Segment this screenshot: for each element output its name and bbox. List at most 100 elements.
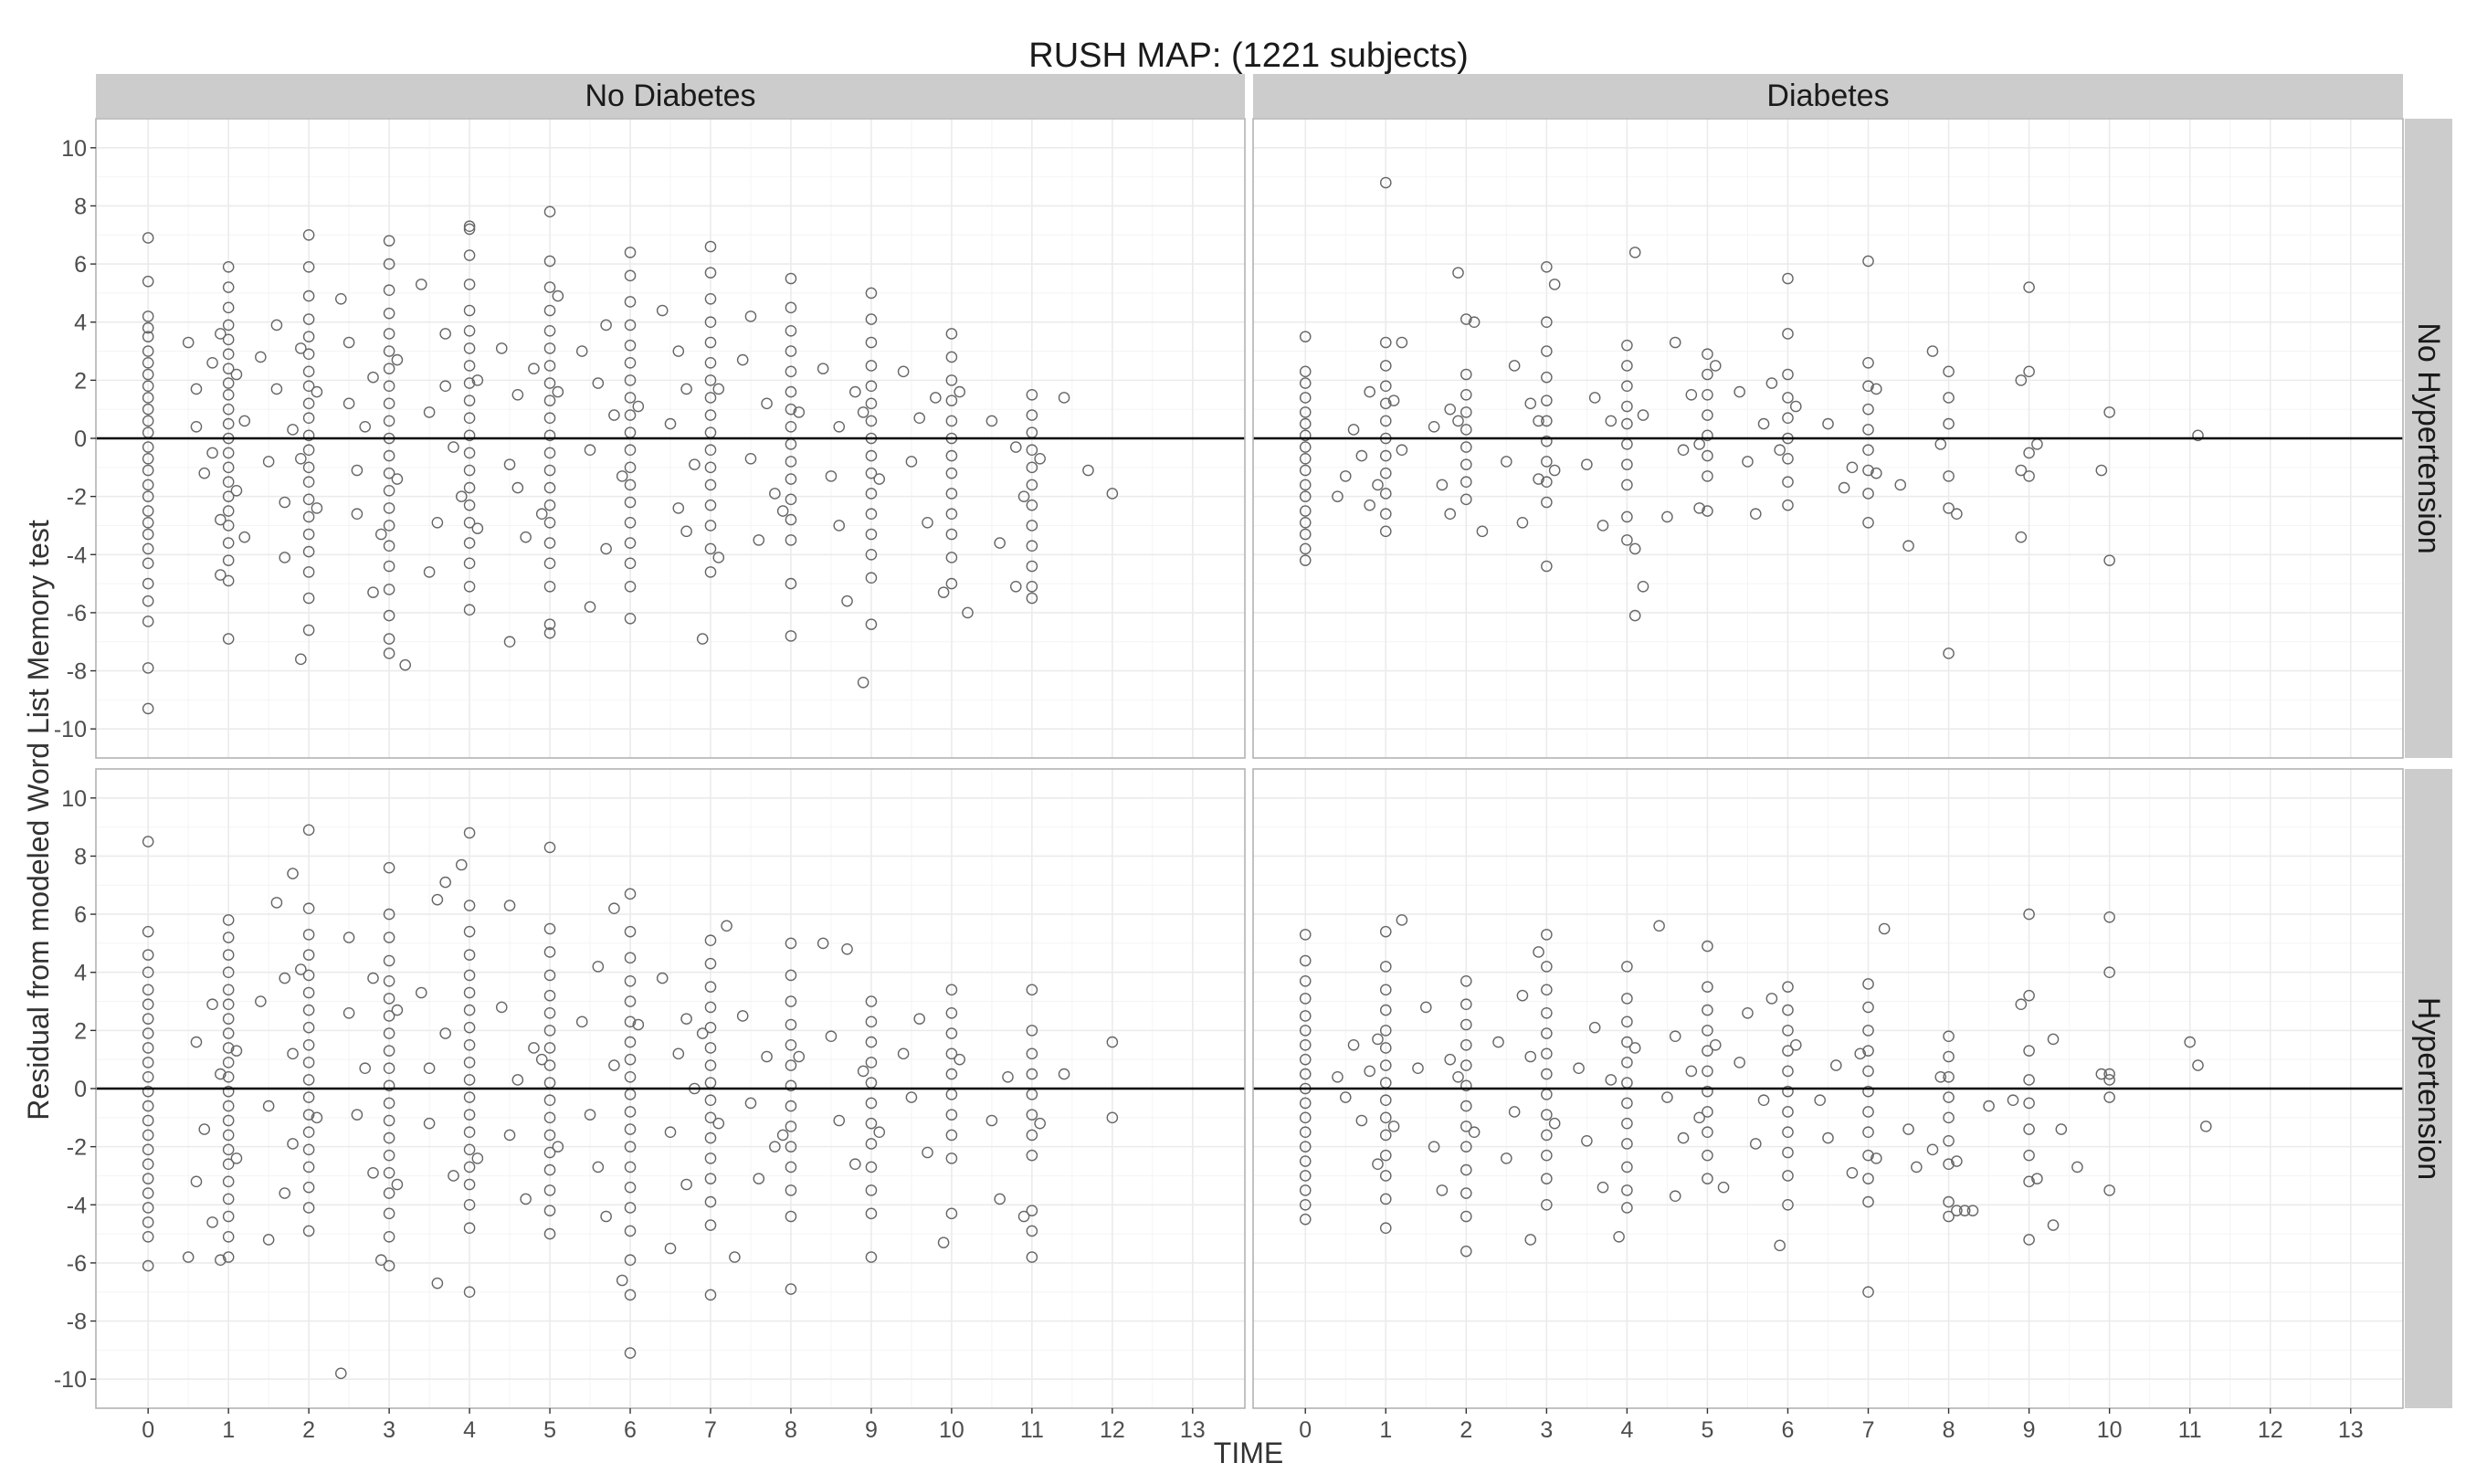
- data-point: [1516, 516, 1529, 529]
- data-point: [302, 624, 315, 637]
- data-point: [222, 537, 235, 549]
- data-point: [367, 586, 379, 598]
- data-point: [1862, 380, 1874, 393]
- data-point: [1299, 929, 1312, 941]
- panel-no-diabetes-no-hypertension: -10 -8 -6 -4 -2 0 2 4 6 8 10: [54, 118, 1246, 759]
- data-point: [689, 458, 701, 470]
- data-point: [543, 255, 556, 268]
- facet-panels: No Diabetes Diabetes No Hypertension Hypert…: [54, 74, 2452, 1443]
- data-point: [262, 1234, 275, 1246]
- data-point: [1789, 400, 1802, 413]
- data-point: [785, 1184, 797, 1196]
- data-point: [785, 365, 797, 378]
- data-point: [1524, 397, 1537, 410]
- y-tick-label: 4: [74, 310, 87, 336]
- data-point: [1862, 1195, 1874, 1208]
- x-tick-label: 2: [1460, 1417, 1472, 1443]
- data-point: [1702, 368, 1713, 381]
- data-point: [793, 1050, 806, 1063]
- data-point: [463, 447, 476, 459]
- data-point: [1653, 920, 1665, 932]
- data-point: [1541, 476, 1553, 489]
- data-point: [383, 345, 395, 357]
- data-point: [1460, 998, 1472, 1011]
- data-point: [302, 528, 315, 541]
- data-point: [785, 272, 797, 285]
- data-point: [857, 676, 869, 689]
- data-point: [1058, 1068, 1070, 1080]
- data-point: [1628, 609, 1641, 622]
- data-point: [463, 342, 476, 354]
- data-point: [2095, 464, 2108, 477]
- data-point: [1379, 1170, 1392, 1182]
- data-point: [905, 456, 918, 468]
- data-point: [302, 545, 315, 558]
- data-point: [785, 403, 797, 416]
- data-point: [2103, 1091, 2115, 1103]
- data-point: [1951, 1155, 1963, 1167]
- data-point: [1702, 1025, 1713, 1037]
- data-point: [1106, 1036, 1119, 1048]
- data-point: [769, 488, 781, 500]
- data-point: [142, 232, 154, 244]
- data-point: [222, 520, 235, 532]
- data-point: [1379, 1129, 1392, 1142]
- data-point: [994, 1193, 1006, 1205]
- data-point: [1332, 1070, 1344, 1083]
- data-point: [295, 653, 307, 666]
- data-point: [1428, 1141, 1440, 1152]
- data-point: [2023, 447, 2035, 459]
- data-point: [624, 1123, 637, 1135]
- data-point: [1026, 1205, 1038, 1216]
- data-point: [2023, 1097, 2035, 1110]
- data-point: [624, 1225, 637, 1237]
- data-point: [2103, 406, 2115, 418]
- data-point: [295, 342, 307, 354]
- data-point: [142, 1129, 154, 1142]
- data-point: [383, 1259, 395, 1272]
- data-point: [230, 1152, 243, 1164]
- data-point: [753, 1173, 765, 1184]
- y-tick-label: 0: [74, 1077, 87, 1102]
- data-point: [302, 260, 315, 273]
- data-point: [1943, 1050, 1955, 1063]
- data-point: [624, 374, 637, 386]
- data-point: [833, 1114, 846, 1127]
- data-point: [2103, 1068, 2115, 1080]
- data-point: [463, 537, 476, 549]
- data-point: [1339, 1091, 1352, 1103]
- data-point: [543, 580, 556, 593]
- data-point: [1299, 528, 1312, 541]
- data-point: [1299, 554, 1312, 566]
- data-point: [423, 1062, 436, 1075]
- data-point: [1299, 479, 1312, 491]
- data-point: [543, 429, 556, 442]
- data-point: [1339, 470, 1352, 482]
- y-tick-label: -4: [67, 542, 87, 568]
- data-point: [664, 1242, 677, 1255]
- data-point: [543, 626, 556, 639]
- data-point: [1693, 502, 1705, 514]
- data-point: [302, 289, 315, 302]
- data-point: [448, 1170, 459, 1182]
- data-point: [785, 513, 797, 526]
- data-point: [1702, 1106, 1713, 1118]
- data-point: [1926, 1143, 1939, 1156]
- data-point: [1379, 336, 1392, 349]
- data-point: [2103, 1074, 2115, 1086]
- data-point: [222, 447, 235, 459]
- data-point: [1943, 1091, 1955, 1103]
- data-point: [463, 969, 476, 982]
- data-point: [238, 415, 251, 427]
- data-point: [1541, 984, 1553, 996]
- data-point: [142, 331, 154, 342]
- data-point: [865, 1251, 878, 1263]
- data-point: [1862, 1025, 1874, 1037]
- data-point: [1621, 1016, 1633, 1028]
- data-point: [463, 986, 476, 999]
- data-point: [945, 415, 958, 427]
- data-point: [415, 986, 427, 999]
- x-tick-label: 3: [383, 1417, 395, 1443]
- x-tick-label: 4: [463, 1417, 476, 1443]
- data-point: [624, 1141, 637, 1152]
